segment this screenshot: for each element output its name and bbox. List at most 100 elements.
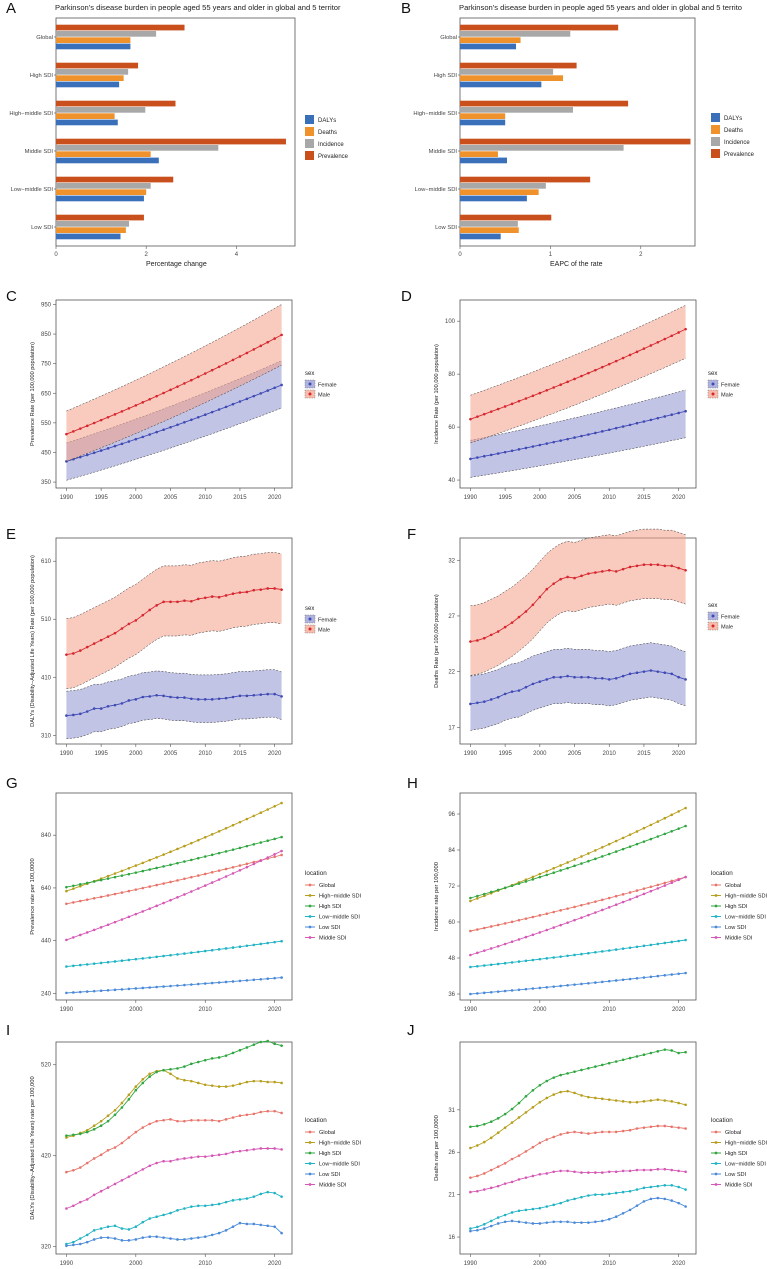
data-point — [496, 1117, 500, 1120]
category-label: High SDI — [434, 73, 458, 79]
ci-lower-line — [66, 716, 282, 739]
data-point — [196, 874, 200, 877]
x-tick-label: 1990 — [60, 751, 74, 757]
data-point — [580, 1221, 583, 1224]
data-point — [600, 430, 604, 433]
data-point — [92, 989, 96, 993]
data-point — [684, 568, 687, 572]
legend-label: Male — [721, 625, 733, 631]
data-point — [65, 1207, 68, 1210]
data-point — [162, 865, 165, 868]
data-point — [580, 434, 583, 438]
data-point — [628, 565, 632, 569]
data-point — [503, 1220, 507, 1224]
data-point — [531, 1145, 535, 1149]
data-point — [587, 852, 590, 855]
data-point — [99, 707, 103, 710]
x-tick-label: 0 — [54, 252, 58, 258]
x-tick-label: 2020 — [672, 751, 686, 757]
legend-label: High SDI — [319, 1151, 342, 1157]
data-point — [238, 1198, 242, 1201]
data-point — [621, 1100, 625, 1103]
data-point — [489, 1168, 493, 1172]
data-point — [559, 577, 562, 581]
data-point — [677, 1169, 680, 1173]
bar-prevalence — [460, 176, 591, 183]
data-point — [169, 1211, 172, 1215]
data-point — [670, 564, 674, 568]
category-label: Low−middle SDI — [11, 187, 54, 193]
data-point — [642, 887, 646, 891]
data-point — [92, 451, 96, 455]
data-point — [238, 1082, 242, 1086]
data-point — [190, 1205, 193, 1208]
data-point — [649, 975, 653, 979]
data-point — [545, 869, 549, 873]
y-tick-label: 31 — [448, 1108, 455, 1114]
legend-label: Low SDI — [319, 925, 341, 931]
panel-b: B Parkinson's disease burden in people a… — [383, 0, 767, 270]
data-point — [482, 1223, 486, 1226]
data-point — [538, 1222, 542, 1225]
data-point — [190, 951, 193, 955]
data-point — [183, 599, 186, 602]
data-point — [628, 946, 632, 950]
data-point — [113, 1237, 117, 1240]
data-point — [120, 410, 124, 413]
data-point — [607, 1098, 611, 1101]
data-point — [78, 933, 82, 937]
data-point — [203, 1204, 207, 1208]
x-tick-label: 2000 — [533, 1261, 547, 1267]
legend-key — [711, 149, 720, 158]
data-point — [190, 599, 193, 603]
bar-incidence — [460, 221, 518, 227]
data-point — [92, 1128, 96, 1131]
data-point — [148, 986, 152, 989]
data-point — [628, 1208, 632, 1212]
data-point — [155, 904, 158, 908]
data-point — [231, 1225, 235, 1229]
data-point — [231, 848, 235, 851]
data-point — [65, 965, 68, 968]
data-point — [238, 868, 242, 872]
data-point — [224, 947, 228, 950]
bar-deaths — [460, 151, 498, 157]
data-point — [635, 830, 639, 833]
data-point — [259, 693, 263, 696]
data-point — [252, 814, 256, 818]
data-point — [635, 1188, 639, 1191]
data-point — [176, 1158, 179, 1161]
data-point — [245, 1113, 249, 1117]
x-tick-label: 2010 — [199, 1261, 213, 1267]
data-point — [656, 883, 660, 887]
data-point — [141, 613, 145, 617]
y-tick-label: 60 — [448, 920, 455, 926]
y-tick-label: 80 — [448, 372, 455, 378]
data-point — [566, 861, 569, 864]
data-point — [78, 649, 82, 652]
data-point — [552, 582, 556, 585]
bar-prevalence — [56, 176, 174, 183]
data-point — [245, 694, 249, 698]
data-point — [148, 1075, 152, 1078]
data-point — [120, 442, 124, 446]
data-point — [656, 1098, 660, 1101]
data-point — [573, 377, 576, 381]
data-point — [210, 1084, 214, 1087]
data-point — [113, 892, 117, 896]
ci-upper-line — [470, 389, 686, 441]
data-point — [559, 439, 562, 442]
x-tick-label: 2000 — [129, 751, 143, 757]
legend-key-point — [308, 1183, 312, 1186]
data-point — [510, 989, 514, 992]
data-point — [134, 987, 138, 990]
data-point — [503, 1161, 507, 1165]
data-point — [85, 898, 89, 901]
legend-key-point — [711, 392, 715, 396]
data-point — [642, 892, 646, 896]
x-tick-label: 2015 — [637, 751, 651, 757]
data-point — [85, 424, 89, 428]
data-point — [635, 889, 639, 892]
data-point — [203, 698, 207, 701]
data-point — [148, 695, 152, 698]
